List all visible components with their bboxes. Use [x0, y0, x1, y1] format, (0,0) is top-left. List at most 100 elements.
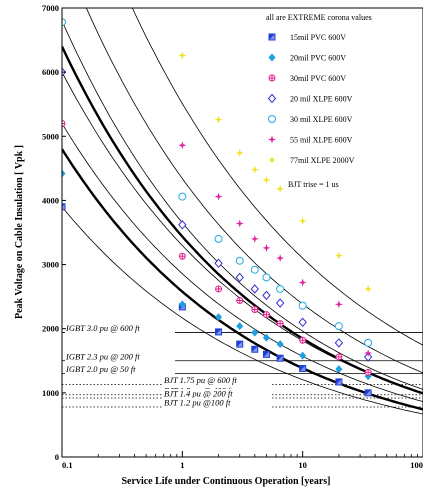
y-tick-label-3: 3000 [42, 260, 59, 270]
point-s0-2 [215, 328, 223, 336]
threshold-label-bg-2 [65, 364, 175, 375]
threshold-label-1: IGBT 2.3 pu @ 200 ft [65, 351, 140, 361]
point-s4-2 [214, 234, 223, 243]
point-s1-5 [262, 333, 270, 342]
point-s6-3 [250, 165, 259, 174]
point-s5-0 [178, 141, 187, 150]
trend-curve-thin-4 [85, 8, 423, 374]
legend-label-6: 77mil XLPE 2000V [290, 156, 355, 165]
point-s0-7 [299, 364, 307, 372]
threshold-label-bg-5 [163, 388, 271, 399]
point-s1-0 [62, 169, 66, 178]
point-s3-4 [250, 284, 259, 294]
legend-marker-3 [267, 93, 277, 104]
point-s3-2 [214, 258, 223, 269]
point-s5-4 [262, 243, 271, 252]
legend-marker-5 [268, 135, 276, 144]
threshold-label-bg-6 [163, 397, 271, 408]
point-s2-3 [236, 296, 244, 304]
trise-note: BJT trise = 1 us [288, 180, 339, 189]
point-s0-8 [335, 378, 343, 386]
point-s5-6 [298, 278, 307, 287]
y-tick-label-2: 2000 [42, 324, 59, 334]
point-s4-0 [62, 18, 66, 27]
point-s3-8 [334, 338, 344, 348]
point-s2-8 [335, 353, 343, 361]
point-s6-2 [235, 148, 244, 157]
point-s3-7 [298, 317, 307, 328]
point-s3-1 [178, 220, 187, 230]
point-s2-7 [299, 336, 307, 344]
point-s4-9 [364, 338, 373, 347]
legend-label-0: 15mil PVC 600V [290, 33, 346, 42]
legend-label-4: 30 mil XLPE 600V [290, 115, 353, 124]
y-tick-label-6: 6000 [42, 67, 59, 77]
point-s4-7 [298, 301, 307, 310]
threshold-label-0: IGBT 3.0 pu @ 600 ft [65, 323, 140, 333]
point-s6-7 [334, 251, 343, 260]
point-s5-1 [214, 192, 223, 201]
point-s2-0 [62, 119, 66, 127]
point-s6-4 [262, 175, 271, 184]
point-s1-4 [251, 328, 259, 337]
legend-marker-4 [268, 115, 276, 123]
legend-marker-6 [268, 156, 276, 164]
point-s1-8 [335, 365, 343, 374]
plot-frame [61, 7, 423, 458]
x-tick-label-2: 10 [298, 460, 307, 470]
point-s0-3 [236, 340, 244, 348]
point-s5-2 [235, 219, 244, 228]
point-s2-5 [262, 311, 270, 319]
legend-label-3: 20 mil XLPE 600V [290, 95, 353, 104]
point-s3-6 [275, 298, 285, 308]
trend-curve-thin-0 [62, 206, 423, 415]
x-tick-label-3: 100 [410, 460, 423, 470]
x-tick-label-1: 1 [180, 460, 184, 470]
point-s4-1 [178, 192, 187, 201]
legend-marker-2 [268, 74, 276, 82]
point-s6-0 [178, 51, 187, 60]
point-s0-0 [62, 203, 66, 211]
legend-marker-1 [268, 53, 276, 62]
y-tick-label-5: 5000 [42, 131, 59, 141]
point-s6-1 [214, 115, 223, 124]
point-s1-6 [276, 340, 284, 349]
point-s5-3 [250, 234, 259, 243]
threshold-label-6: BJT 1.2 pu @100 ft [164, 397, 231, 407]
legend-label-2: 30mil PVC 600V [290, 74, 346, 83]
point-s4-6 [276, 284, 285, 293]
threshold-label-2: IGBT 2.0 pu @ 50 ft [65, 364, 136, 374]
point-s5-7 [334, 300, 343, 309]
point-s5-8 [364, 349, 373, 358]
point-s4-4 [250, 265, 259, 274]
legend-header-bg [264, 12, 422, 22]
point-s5-5 [276, 254, 285, 263]
point-s4-8 [334, 322, 343, 331]
trend-curve-thick-0 [62, 148, 423, 411]
legend-marker-0 [268, 33, 276, 41]
point-s3-3 [235, 272, 244, 283]
axes [61, 7, 423, 458]
trend-curve-thin-3 [62, 20, 423, 390]
y-tick-label-0: 0 [55, 452, 59, 462]
threshold-label-3: BJT 1.75 pu @ 600 ft [164, 375, 237, 385]
point-s0-5 [262, 350, 270, 358]
point-s1-1 [178, 300, 186, 309]
y-tick-label-4: 4000 [42, 195, 59, 205]
point-s6-8 [364, 284, 373, 293]
point-s1-7 [299, 351, 307, 360]
point-s0-4 [251, 345, 259, 353]
point-s2-2 [215, 285, 223, 293]
point-s1-3 [236, 322, 244, 331]
trend-curve-thin-1 [62, 123, 423, 402]
point-s2-1 [178, 252, 186, 260]
y-tick-label-1: 1000 [42, 388, 59, 398]
point-s1-2 [215, 313, 223, 322]
point-s3-5 [262, 290, 271, 301]
threshold-label-bg-1 [65, 351, 175, 362]
legend: 15mil PVC 600V 20mil PVC 600V 30mil PVC 60… [264, 12, 422, 165]
point-s0-6 [276, 354, 284, 362]
legend-header: all are EXTREME corona values [266, 13, 372, 22]
point-s0-9 [364, 389, 372, 397]
